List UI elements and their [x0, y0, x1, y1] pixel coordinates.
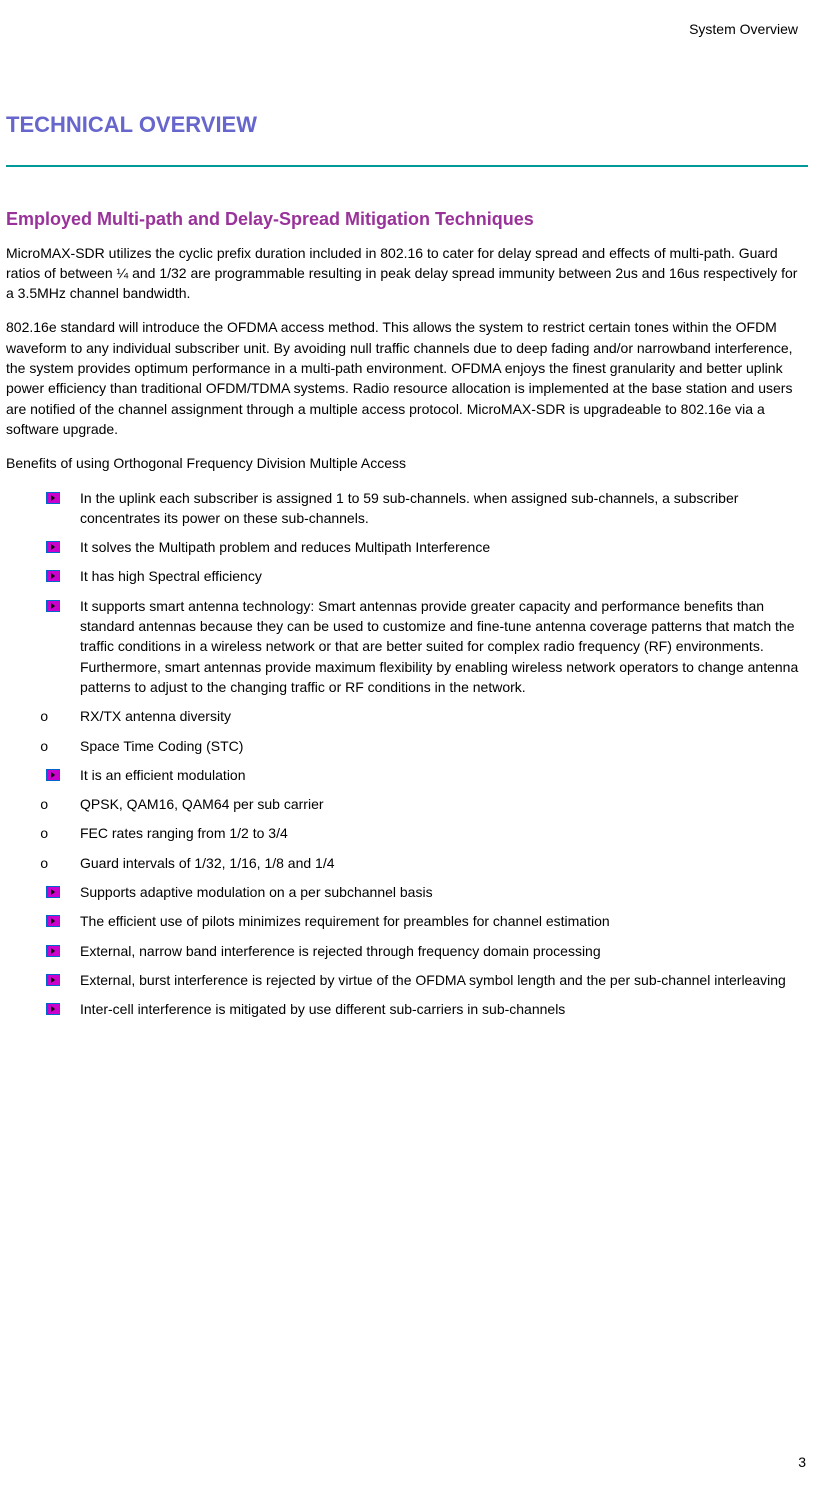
circle-bullet-icon: o: [40, 708, 48, 728]
list-item: oFEC rates ranging from 1/2 to 3/4: [46, 823, 808, 843]
list-item: It has high Spectral efficiency: [46, 566, 808, 586]
list-item-text: RX/TX antenna diversity: [80, 708, 231, 724]
main-title: TECHNICAL OVERVIEW: [6, 110, 808, 141]
list-item: Inter-cell interference is mitigated by …: [46, 999, 808, 1019]
list-item: oRX/TX antenna diversity: [46, 706, 808, 726]
list-item: The efficient use of pilots minimizes re…: [46, 911, 808, 931]
circle-bullet-icon: o: [40, 825, 48, 845]
arrow-bullet-icon: [46, 570, 60, 582]
list-item-text: It is an efficient modulation: [80, 767, 246, 783]
list-item-text: Inter-cell interference is mitigated by …: [80, 1001, 565, 1017]
arrow-bullet-icon: [46, 541, 60, 553]
list-item: In the uplink each subscriber is assigne…: [46, 488, 808, 529]
arrow-bullet-icon: [46, 886, 60, 898]
arrow-bullet-icon: [46, 974, 60, 986]
list-item: External, narrow band interference is re…: [46, 941, 808, 961]
list-item-text: In the uplink each subscriber is assigne…: [80, 490, 738, 526]
circle-bullet-icon: o: [40, 796, 48, 816]
list-item-text: FEC rates ranging from 1/2 to 3/4: [80, 825, 288, 841]
list-item-text: It solves the Multipath problem and redu…: [80, 539, 490, 555]
list-item-text: Guard intervals of 1/32, 1/16, 1/8 and 1…: [80, 855, 335, 871]
arrow-bullet-icon: [46, 945, 60, 957]
arrow-bullet-icon: [46, 600, 60, 612]
title-divider: [6, 165, 808, 167]
paragraph-3: Benefits of using Orthogonal Frequency D…: [6, 453, 808, 473]
list-item-text: The efficient use of pilots minimizes re…: [80, 913, 610, 929]
list-item-text: It has high Spectral efficiency: [80, 568, 262, 584]
benefits-list: In the uplink each subscriber is assigne…: [6, 488, 808, 1020]
list-item: oGuard intervals of 1/32, 1/16, 1/8 and …: [46, 853, 808, 873]
list-item-text: Space Time Coding (STC): [80, 738, 243, 754]
arrow-bullet-icon: [46, 915, 60, 927]
paragraph-2: 802.16e standard will introduce the OFDM…: [6, 317, 808, 439]
list-item-text: It supports smart antenna technology: Sm…: [80, 598, 798, 695]
list-item-text: External, burst interference is rejected…: [80, 972, 786, 988]
list-item-text: QPSK, QAM16, QAM64 per sub carrier: [80, 796, 324, 812]
section-subtitle: Employed Multi-path and Delay-Spread Mit…: [6, 207, 808, 232]
list-item: oSpace Time Coding (STC): [46, 736, 808, 756]
arrow-bullet-icon: [46, 492, 60, 504]
list-item: Supports adaptive modulation on a per su…: [46, 882, 808, 902]
list-item: It solves the Multipath problem and redu…: [46, 537, 808, 557]
list-item-text: External, narrow band interference is re…: [80, 943, 601, 959]
paragraph-1: MicroMAX-SDR utilizes the cyclic prefix …: [6, 243, 808, 304]
list-item: External, burst interference is rejected…: [46, 970, 808, 990]
page-number: 3: [798, 1453, 806, 1473]
arrow-bullet-icon: [46, 769, 60, 781]
list-item: It is an efficient modulation: [46, 765, 808, 785]
list-item: It supports smart antenna technology: Sm…: [46, 596, 808, 697]
list-item-text: Supports adaptive modulation on a per su…: [80, 884, 433, 900]
circle-bullet-icon: o: [40, 738, 48, 758]
arrow-bullet-icon: [46, 1003, 60, 1015]
header-system-overview: System Overview: [6, 20, 808, 40]
circle-bullet-icon: o: [40, 855, 48, 875]
list-item: oQPSK, QAM16, QAM64 per sub carrier: [46, 794, 808, 814]
